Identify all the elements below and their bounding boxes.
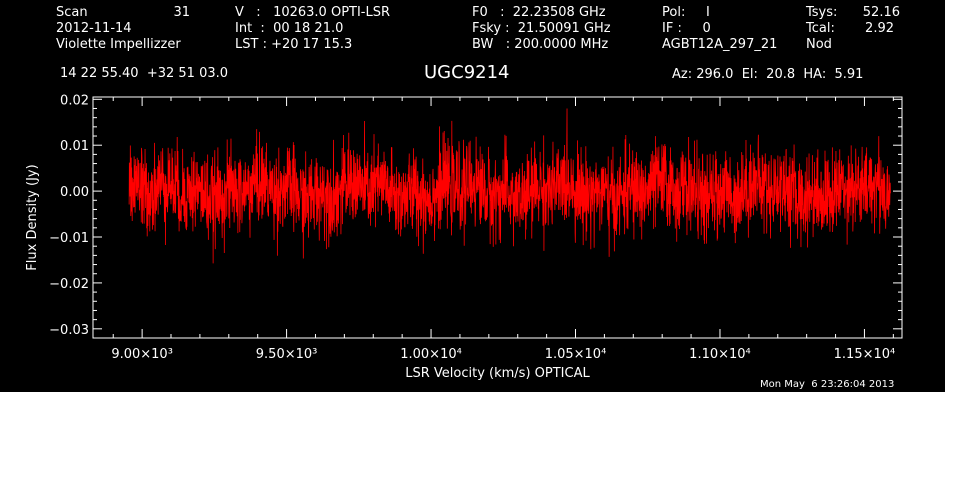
az-el-ha: Az: 296.0 El: 20.8 HA: 5.91 [672,67,864,82]
project-id: AGBT12A_297_21 [662,37,778,52]
plot-frame [92,96,903,339]
spectrum-line [128,108,891,264]
procedure: Nod [806,37,832,52]
scan-value: 31 [173,5,190,20]
x-tick-label: 9.50×10³ [256,347,318,362]
x-axis: 9.00×10³ 9.50×10³ 1.00×10⁴ 1.05×10⁴ 1.10×10⁴… [111,97,895,362]
plot-window: Scan 31 2012-11-14 Violette Impellizzer … [0,0,945,392]
source-name: UGC9214 [424,62,510,83]
polarization: Pol: I [662,5,710,20]
y-tick-label: 0.00 [60,185,89,200]
timestamp: Mon May 6 23:26:04 2013 [760,379,895,390]
spectrum-series [128,108,891,264]
if-number: IF : 0 [662,21,711,36]
tcal-label: Tcal: [806,21,835,36]
y-axis: 0.02 0.01 0.00 −0.01 −0.02 −0.03 [49,93,902,339]
observation-date: 2012-11-14 [56,21,132,36]
source-coordinates: 14 22 55.40 +32 51 03.0 [60,66,229,81]
bandwidth: BW : 200.0000 MHz [472,37,609,52]
y-axis-title: Flux Density (Jy) [25,164,40,270]
y-tick-label: 0.02 [60,93,89,108]
observer-name: Violette Impellizzer [56,37,181,52]
scan-label: Scan [56,5,88,20]
x-axis-title: LSR Velocity (km/s) OPTICAL [405,366,590,381]
y-tick-label: −0.03 [49,323,89,338]
rest-frequency: F0 : 22.23508 GHz [472,5,606,20]
x-tick-label: 1.10×10⁴ [689,347,751,362]
x-tick-label: 1.05×10⁴ [545,347,607,362]
x-tick-label: 9.00×10³ [111,347,173,362]
x-tick-label: 1.15×10⁴ [834,347,896,362]
sky-frequency: Fsky : 21.50091 GHz [472,21,611,36]
y-tick-label: −0.02 [49,277,89,292]
tsys-label: Tsys: [806,5,838,20]
velocity-readout: V : 10263.0 OPTI-LSR [235,5,391,20]
x-tick-label: 1.00×10⁴ [400,347,462,362]
tsys-value: 52.16 [862,5,900,20]
y-tick-label: 0.01 [60,139,89,154]
integration-time: Int : 00 18 21.0 [235,21,344,36]
spectrum-chart: 9.00×10³ 9.50×10³ 1.00×10⁴ 1.05×10⁴ 1.10×10⁴… [25,93,903,381]
lst-readout: LST : +20 17 15.3 [235,37,353,52]
y-tick-label: −0.01 [49,231,89,246]
tcal-value: 2.92 [865,21,894,36]
